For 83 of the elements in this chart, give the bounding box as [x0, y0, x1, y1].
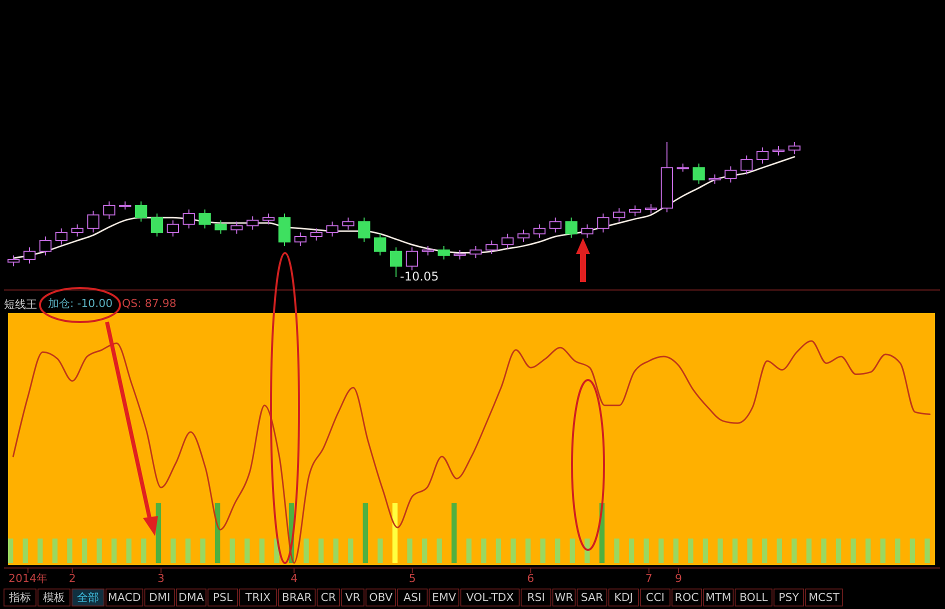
x-tick-label: 9 — [674, 572, 682, 585]
candlestick — [310, 228, 322, 242]
text: WR — [554, 591, 574, 604]
candlestick — [422, 245, 434, 256]
chart-title: 短线王 — [4, 298, 37, 311]
candlestick — [103, 200, 116, 220]
text: ROC — [674, 591, 700, 604]
candlestick — [230, 221, 243, 234]
candlestick — [454, 250, 466, 260]
candlestick — [756, 146, 769, 164]
candlestick — [692, 163, 705, 184]
text: DMA — [178, 591, 204, 604]
text: DMI — [148, 591, 170, 604]
text: OBV — [369, 591, 393, 604]
candlestick — [8, 254, 20, 267]
candlestick — [628, 204, 642, 217]
candlestick — [166, 220, 180, 237]
candlestick — [390, 246, 402, 278]
text: MCST — [808, 591, 840, 604]
candlestick — [708, 174, 721, 184]
candlestick — [214, 220, 227, 234]
text: SAR — [580, 591, 604, 604]
x-tick-label: 7 — [645, 572, 652, 585]
candlestick — [326, 221, 338, 237]
text: VOL-TDX — [466, 591, 514, 604]
candlestick — [772, 146, 785, 156]
candlestick — [55, 228, 68, 246]
x-tick-label: 4 — [290, 572, 298, 585]
text: TRIX — [244, 591, 272, 604]
text: ASI — [404, 591, 422, 604]
candlestick — [23, 246, 36, 264]
text: KDJ — [614, 591, 634, 604]
text: VR — [345, 591, 361, 604]
text: 指标 — [8, 591, 31, 604]
candlestick — [374, 233, 386, 256]
x-tick-label: 5 — [408, 572, 416, 585]
text: 全部 — [77, 591, 99, 604]
candlestick — [71, 224, 84, 237]
text: BOLL — [739, 591, 769, 604]
x-tick-label: 2 — [68, 572, 76, 585]
candlestick — [438, 245, 450, 260]
candlestick — [597, 213, 610, 233]
candlestick — [740, 155, 753, 175]
candlestick — [150, 213, 164, 237]
candlestick — [502, 233, 514, 250]
candlestick — [533, 224, 546, 238]
x-tick-label: 2014年 — [8, 572, 48, 585]
candlestick — [724, 166, 737, 183]
candlestick — [134, 200, 148, 222]
text: RSI — [527, 591, 545, 604]
text: MTM — [706, 591, 732, 604]
candlestick — [294, 232, 306, 246]
candlestick — [406, 246, 418, 271]
candlestick — [182, 209, 195, 229]
x-tick-label: 3 — [158, 572, 165, 585]
candlestick — [262, 213, 275, 225]
candlestick — [517, 229, 530, 242]
candlestick — [581, 224, 594, 238]
candlestick — [565, 217, 578, 238]
candlestick — [549, 217, 562, 233]
candlestick — [87, 210, 100, 233]
text: 加仓: -10.00 — [48, 297, 113, 310]
candlestick — [246, 216, 259, 230]
x-tick-label: 6 — [527, 572, 534, 585]
candlestick — [342, 217, 354, 230]
text: QS: 87.98 — [122, 297, 176, 310]
annotation: -10.05 — [400, 269, 439, 284]
text: PSY — [778, 591, 800, 604]
text: CR — [320, 591, 336, 604]
candlestick — [470, 245, 482, 259]
candlestick — [358, 217, 370, 242]
candlestick — [613, 208, 626, 222]
candlestick — [644, 204, 658, 214]
candlestick — [198, 209, 211, 229]
text: BRAR — [282, 591, 312, 604]
text: 模板 — [43, 591, 65, 604]
text: EMV — [432, 591, 456, 604]
candlestick — [486, 240, 498, 255]
text: CCI — [646, 591, 665, 604]
candlestick — [788, 142, 800, 155]
candlestick — [39, 236, 52, 256]
text: PSL — [212, 591, 234, 604]
text: MACD — [108, 591, 141, 604]
